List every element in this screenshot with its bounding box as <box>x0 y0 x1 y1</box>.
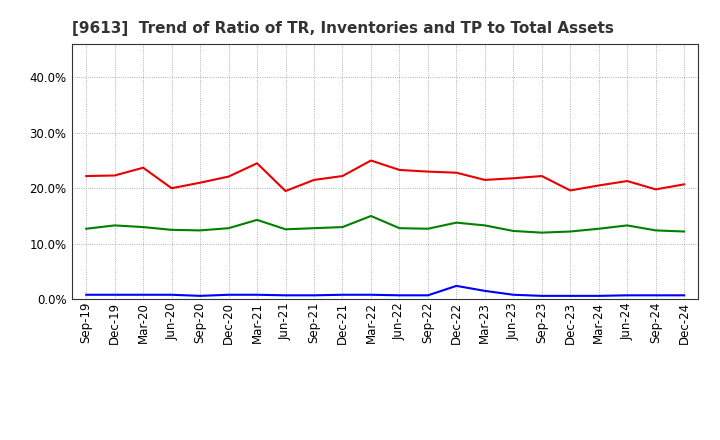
Trade Payables <box>139 224 148 230</box>
Line: Trade Payables: Trade Payables <box>86 216 684 233</box>
Inventories <box>680 293 688 298</box>
Trade Payables <box>680 229 688 234</box>
Trade Payables <box>537 230 546 235</box>
Inventories <box>139 292 148 297</box>
Inventories <box>366 292 375 297</box>
Inventories <box>310 293 318 298</box>
Text: [9613]  Trend of Ratio of TR, Inventories and TP to Total Assets: [9613] Trend of Ratio of TR, Inventories… <box>72 21 614 36</box>
Trade Receivables <box>167 186 176 191</box>
Trade Payables <box>310 226 318 231</box>
Trade Payables <box>366 213 375 219</box>
Trade Receivables <box>680 182 688 187</box>
Trade Receivables <box>225 174 233 179</box>
Inventories <box>537 293 546 298</box>
Trade Receivables <box>480 177 489 183</box>
Line: Inventories: Inventories <box>86 286 684 296</box>
Inventories <box>338 292 347 297</box>
Trade Payables <box>623 223 631 228</box>
Trade Receivables <box>509 176 518 181</box>
Inventories <box>623 293 631 298</box>
Trade Payables <box>566 229 575 234</box>
Trade Payables <box>452 220 461 225</box>
Trade Payables <box>282 227 290 232</box>
Legend: Trade Receivables, Inventories, Trade Payables: Trade Receivables, Inventories, Trade Pa… <box>158 438 612 440</box>
Inventories <box>82 292 91 297</box>
Trade Payables <box>110 223 119 228</box>
Trade Receivables <box>282 188 290 194</box>
Inventories <box>452 283 461 289</box>
Inventories <box>509 292 518 297</box>
Trade Receivables <box>196 180 204 185</box>
Trade Receivables <box>595 183 603 188</box>
Trade Payables <box>480 223 489 228</box>
Trade Receivables <box>537 173 546 179</box>
Inventories <box>196 293 204 298</box>
Trade Receivables <box>253 161 261 166</box>
Trade Receivables <box>110 173 119 178</box>
Trade Payables <box>253 217 261 223</box>
Trade Receivables <box>623 178 631 183</box>
Trade Payables <box>196 228 204 233</box>
Inventories <box>566 293 575 298</box>
Inventories <box>282 293 290 298</box>
Inventories <box>595 293 603 298</box>
Trade Receivables <box>652 187 660 192</box>
Trade Payables <box>595 226 603 231</box>
Inventories <box>423 293 432 298</box>
Trade Payables <box>167 227 176 232</box>
Trade Payables <box>82 226 91 231</box>
Line: Trade Receivables: Trade Receivables <box>86 161 684 191</box>
Inventories <box>225 292 233 297</box>
Trade Payables <box>395 226 404 231</box>
Inventories <box>253 292 261 297</box>
Trade Receivables <box>366 158 375 163</box>
Inventories <box>652 293 660 298</box>
Trade Receivables <box>423 169 432 174</box>
Trade Receivables <box>452 170 461 176</box>
Trade Payables <box>509 228 518 234</box>
Inventories <box>480 288 489 293</box>
Inventories <box>167 292 176 297</box>
Trade Receivables <box>310 177 318 183</box>
Trade Payables <box>652 228 660 233</box>
Trade Receivables <box>338 173 347 179</box>
Trade Payables <box>338 224 347 230</box>
Trade Payables <box>225 226 233 231</box>
Inventories <box>110 292 119 297</box>
Inventories <box>395 293 404 298</box>
Trade Receivables <box>139 165 148 170</box>
Trade Payables <box>423 226 432 231</box>
Trade Receivables <box>566 188 575 193</box>
Trade Receivables <box>395 167 404 172</box>
Trade Receivables <box>82 173 91 179</box>
